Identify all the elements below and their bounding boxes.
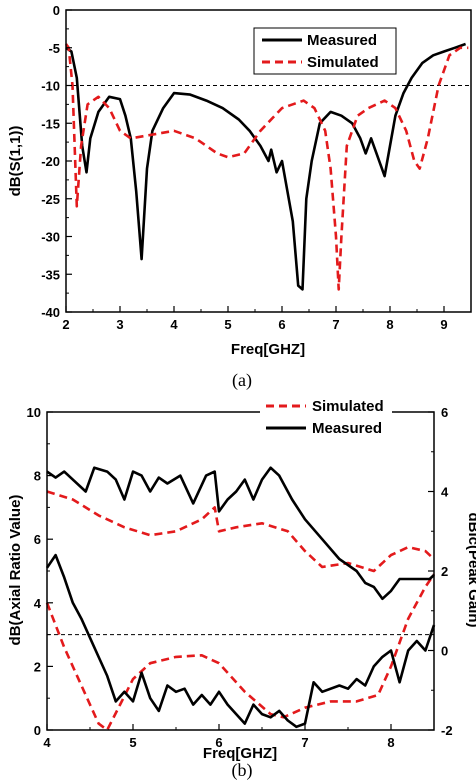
y-tick-label: -20 (41, 154, 60, 169)
x-tick-label: 6 (215, 735, 222, 750)
series-line-simulated-axial-ratio (45, 573, 436, 732)
x-tick-label: 8 (387, 735, 394, 750)
legend-label-simulated-b: Simulated (312, 398, 384, 415)
x-tick-label: 7 (301, 735, 308, 750)
chart-a-ticks: 2 3 4 5 6 7 8 9 0 -5 -10 -15 -20 -25 -30 -35 -40 (41, 3, 472, 332)
chart-a-ylabel: dB(S(1,1)) (7, 126, 24, 197)
chart-a: 2 3 4 5 6 7 8 9 0 -5 -10 -15 -20 -25 -30 -35 -40 Measure… (7, 3, 472, 391)
y-tick-label: -40 (41, 305, 60, 320)
y-tick-label: 2 (34, 659, 41, 674)
series-line-measured-peak-gain (46, 466, 435, 601)
legend-label-measured: Measured (307, 32, 377, 49)
x-tick-label: 9 (440, 317, 447, 332)
y-tick-label: 10 (27, 405, 41, 420)
legend-label-simulated: Simulated (307, 54, 379, 71)
x-tick-label: 4 (170, 317, 178, 332)
chart-b-legend-box (260, 395, 392, 439)
legend-label-measured-b: Measured (312, 420, 382, 437)
y-tick-label: 4 (34, 596, 42, 611)
x-tick-label: 4 (43, 735, 51, 750)
y-tick-label: -35 (41, 267, 60, 282)
chart-a-caption: (a) (232, 370, 252, 391)
y-tick-label: 0 (34, 723, 41, 738)
x-tick-label: 2 (62, 317, 69, 332)
y2-tick-label: 4 (441, 485, 449, 500)
chart-b-y2label: dBic(Peak Gain) (465, 512, 476, 627)
chart-b-ticks: 4 5 6 7 8 0 2 4 6 8 10 -2 0 2 4 6 (27, 405, 453, 750)
y-tick-label: -15 (41, 116, 60, 131)
y2-tick-label: 6 (441, 405, 448, 420)
x-tick-label: 7 (332, 317, 339, 332)
x-tick-label: 3 (116, 317, 123, 332)
series-line-simulated (64, 43, 469, 291)
y2-tick-label: 2 (441, 564, 448, 579)
y-tick-label: 0 (53, 3, 60, 18)
chart-b-series (45, 466, 436, 732)
series-line-simulated-peak-gain (46, 490, 435, 573)
y-tick-label: 8 (34, 469, 41, 484)
x-tick-label: 8 (386, 317, 393, 332)
y-tick-label: 6 (34, 532, 41, 547)
y2-tick-label: -2 (441, 723, 453, 738)
chart-b-frame (46, 411, 435, 731)
y-tick-label: -5 (48, 41, 60, 56)
chart-b: 4 5 6 7 8 0 2 4 6 8 10 -2 0 2 4 6 Simulated Measured Fr… (7, 395, 476, 780)
y-tick-label: -25 (41, 192, 60, 207)
chart-a-xlabel: Freq[GHZ] (231, 341, 305, 358)
y-tick-label: -10 (41, 79, 60, 94)
chart-a-legend-box (253, 27, 397, 75)
y-tick-label: -30 (41, 230, 60, 245)
y2-tick-label: 0 (441, 644, 448, 659)
series-line-measured-axial-ratio (45, 553, 436, 729)
chart-b-ylabel: dB(Axial Ratio Value) (7, 495, 24, 646)
series-line-measured (65, 42, 467, 291)
chart-b-legend: Simulated Measured (260, 395, 392, 439)
chart-a-series (64, 42, 469, 291)
chart-b-xlabel: Freq[GHZ] (203, 745, 277, 762)
chart-a-legend: Measured Simulated (253, 27, 397, 75)
x-tick-label: 5 (129, 735, 136, 750)
x-tick-label: 6 (278, 317, 285, 332)
chart-b-caption: (b) (232, 760, 253, 780)
x-tick-label: 5 (224, 317, 231, 332)
